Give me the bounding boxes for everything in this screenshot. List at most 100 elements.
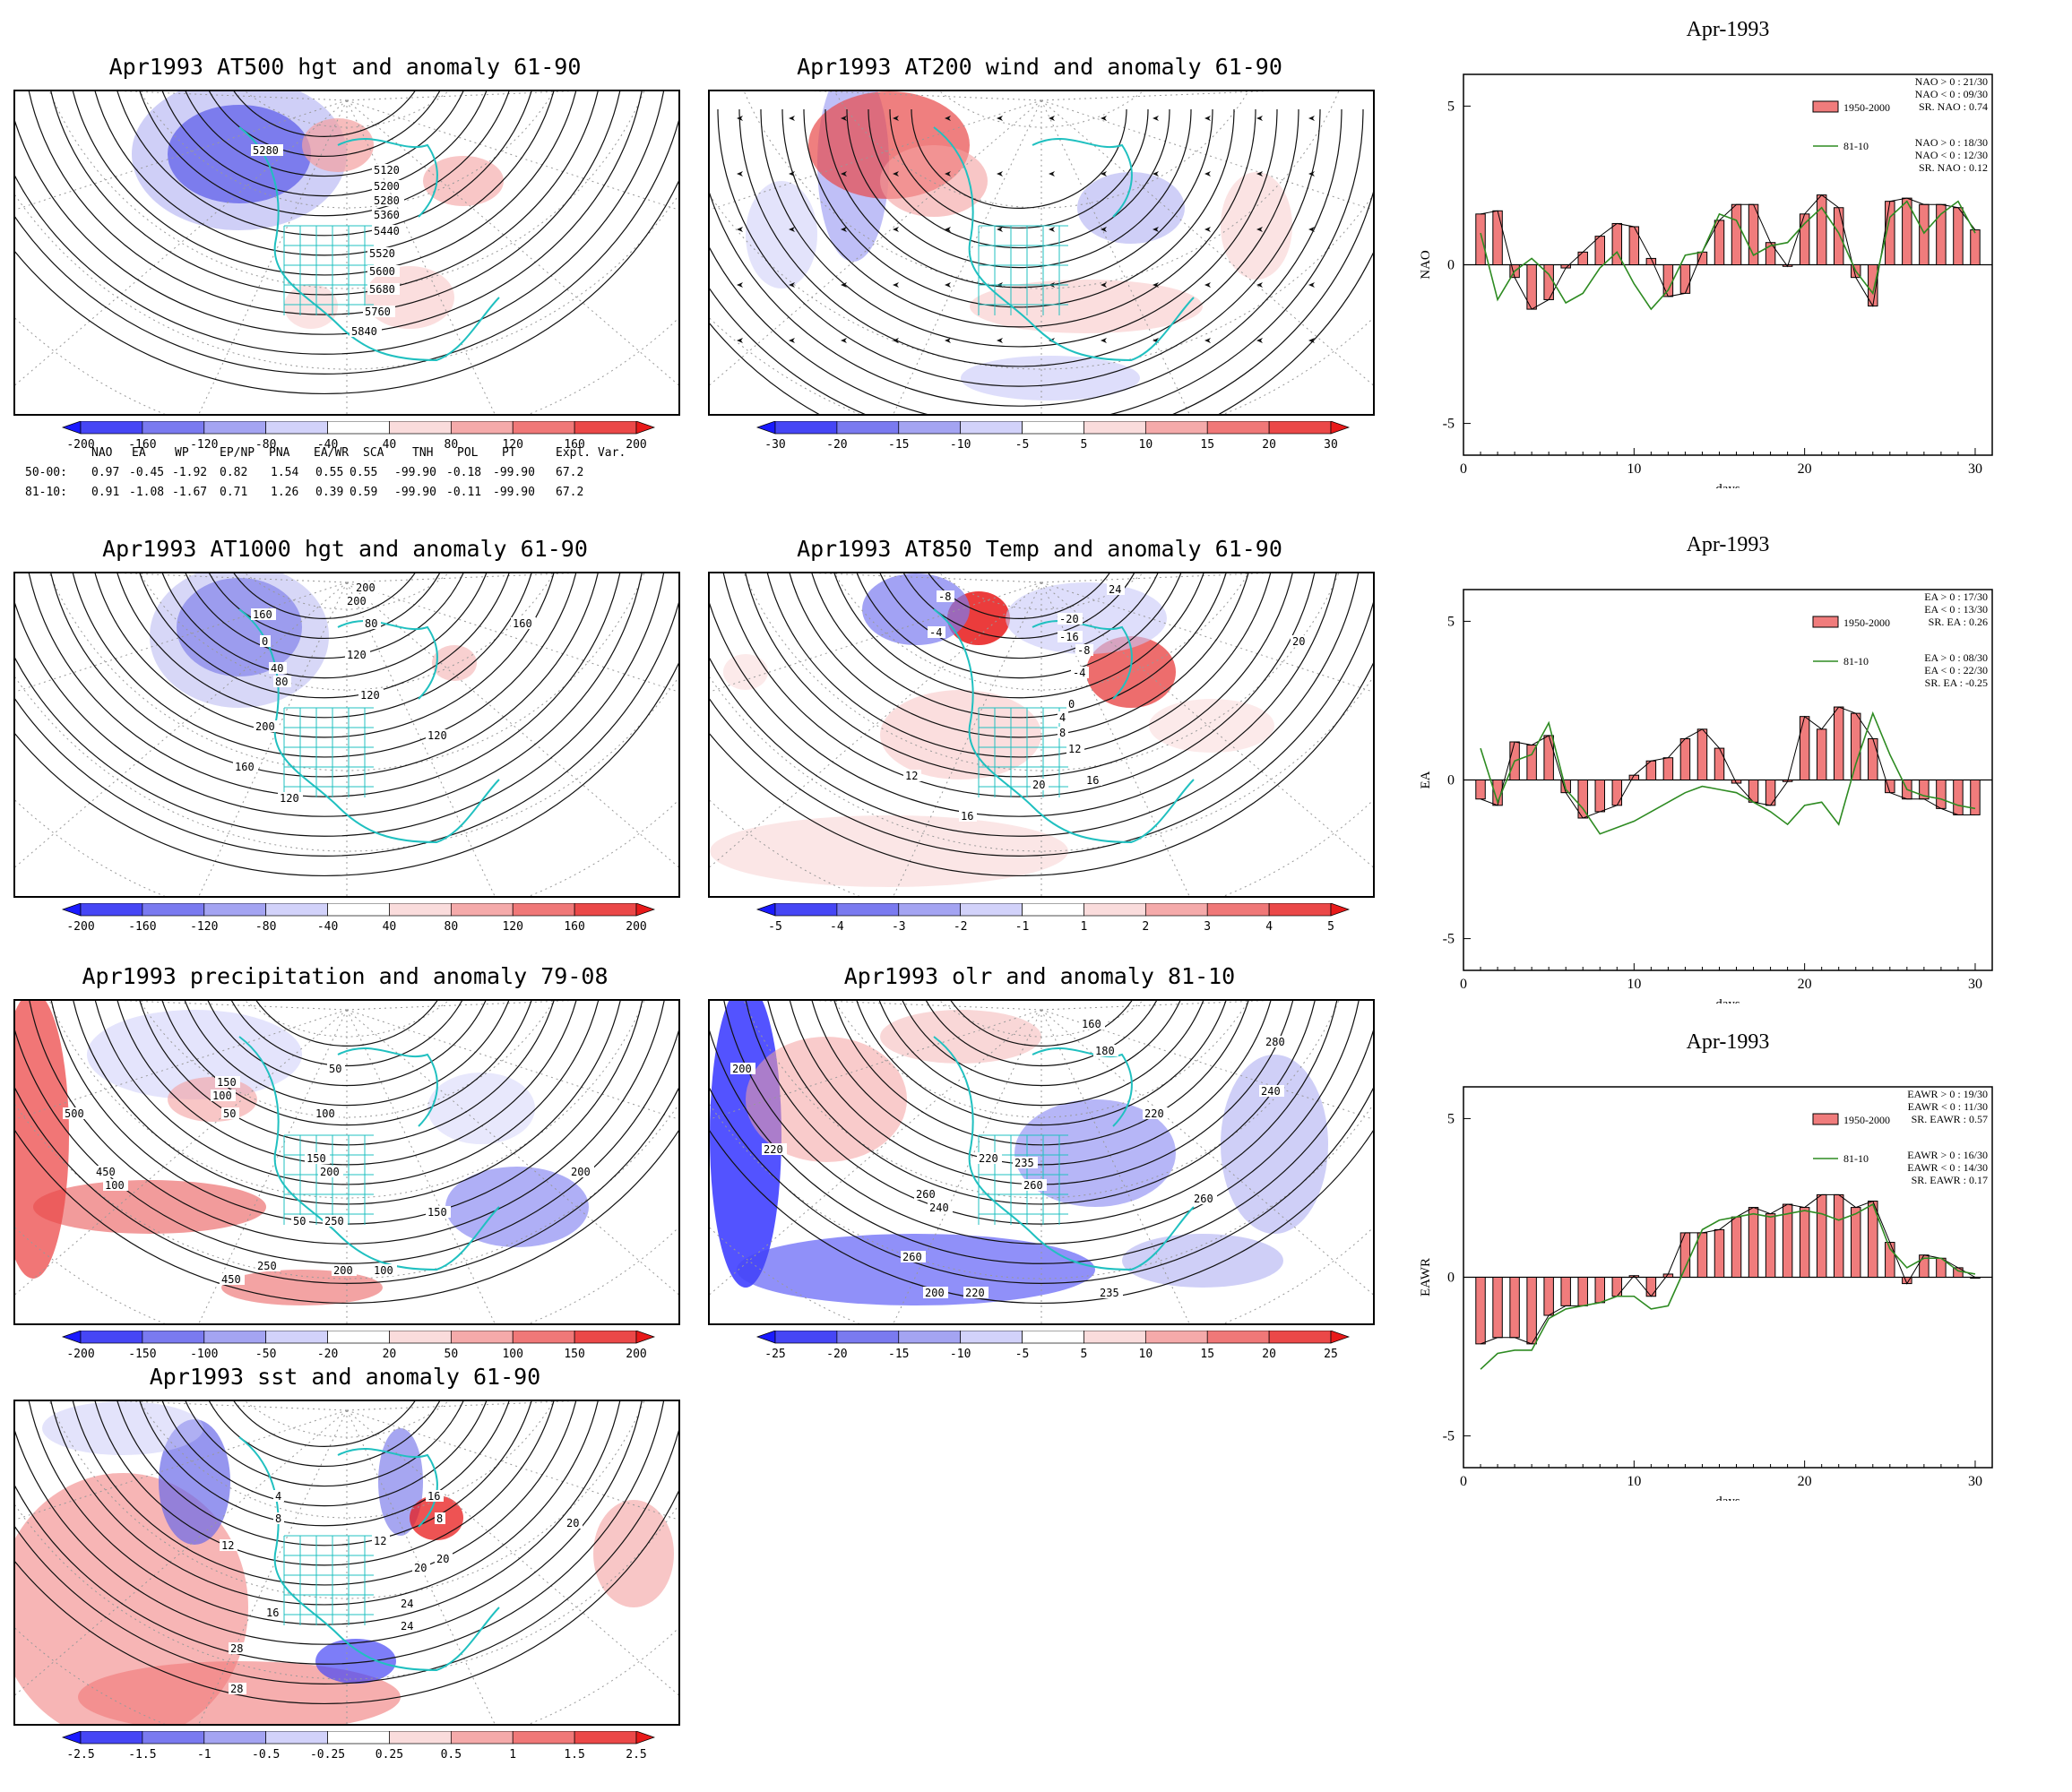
contour-label-bg xyxy=(1264,1036,1289,1047)
graticule-meridian xyxy=(813,573,1042,583)
series-line-1950-2000 xyxy=(1480,194,1976,310)
contour-label: 12 xyxy=(221,1539,234,1552)
anomaly-shading xyxy=(15,1401,674,1724)
x-tick-label: 0 xyxy=(1460,461,1467,477)
bar xyxy=(1816,728,1827,780)
graticule-meridian xyxy=(710,99,1042,211)
streamline-arrow xyxy=(789,282,795,288)
contour-label-bg xyxy=(273,1512,284,1524)
contour-line xyxy=(745,573,1293,778)
streamline-arrow xyxy=(945,282,951,288)
map-panel-z500: 5280 5120 5200 5280 5360 5440 5520 5600 5680 5760… xyxy=(13,90,680,416)
contour-label: 240 xyxy=(1261,1085,1281,1098)
anomaly-blob xyxy=(1077,172,1185,244)
colorbar-segment xyxy=(1144,1330,1208,1344)
contour-label-bg xyxy=(220,1539,237,1551)
colorbar-tick: 0.5 xyxy=(441,1748,462,1762)
legend-bar-swatch xyxy=(1812,1113,1839,1125)
colorbar-tick: 5 xyxy=(1081,1348,1088,1361)
bar xyxy=(1679,1232,1691,1279)
colorbar-tick: -0.25 xyxy=(310,1748,345,1762)
contour-label-bg xyxy=(327,1063,345,1074)
colorbar-segment xyxy=(80,1330,143,1344)
anomaly-blob xyxy=(159,1419,230,1545)
colorbar-arrow-right xyxy=(1330,1330,1351,1344)
contour-label: 280 xyxy=(1265,1036,1285,1048)
contour-label-bg xyxy=(435,1512,445,1524)
contour-line xyxy=(15,573,665,837)
bar xyxy=(1696,728,1708,780)
streamline-arrow xyxy=(841,116,847,121)
contour-label-bg xyxy=(1259,1085,1284,1097)
legend-stat: SR. EA : 0.26 xyxy=(1929,616,1988,628)
colorbar-tick: -10 xyxy=(950,438,971,452)
contour-label: 260 xyxy=(902,1251,922,1263)
contour-label-bg xyxy=(372,209,404,220)
contour-line xyxy=(117,1401,532,1546)
x-tick-label: 30 xyxy=(1968,977,1982,992)
bar xyxy=(1526,1277,1537,1345)
table-header: EA/WR xyxy=(314,446,350,460)
colorbar-segment xyxy=(512,1330,575,1344)
contour-line xyxy=(760,108,1278,348)
legend-stat: NAO > 0 : 21/30 xyxy=(1915,75,1988,88)
contour-label-bg xyxy=(959,810,977,822)
y-tick-label: -5 xyxy=(1443,1429,1455,1444)
anomaly-blob xyxy=(150,573,329,708)
colorbar-segment xyxy=(203,902,267,917)
colorbar-tick: 5 xyxy=(1081,438,1088,452)
contour-label: 160 xyxy=(1082,1018,1101,1030)
contour-label: 16 xyxy=(961,810,973,823)
contour-label-bg xyxy=(435,1553,453,1564)
contour-line xyxy=(811,1001,1272,1166)
x-tick-label: 10 xyxy=(1627,461,1641,477)
contour-label: 20 xyxy=(436,1553,449,1565)
colorbar-tick: 5 xyxy=(1327,920,1334,934)
streamline-arrow xyxy=(997,227,1003,232)
anomaly-blob xyxy=(445,1167,589,1247)
y-axis-label: EA xyxy=(1419,771,1433,788)
map-panel-olr: 200 220 260 240 220 235 260 240 200 220 235 260 280 1… xyxy=(708,999,1375,1325)
contour-label-bg xyxy=(291,1215,309,1227)
colorbar-tick: -1.5 xyxy=(128,1748,156,1762)
bar xyxy=(1475,213,1486,265)
colorbar-segment xyxy=(203,1330,267,1344)
colorbar-tick: -1 xyxy=(1015,920,1030,934)
series-line-1950-2000 xyxy=(1480,706,1975,819)
contour-label-bg xyxy=(1084,774,1102,786)
contour-label-bg xyxy=(1192,1193,1217,1204)
contour-label: 120 xyxy=(347,649,367,661)
contour-label: 8 xyxy=(275,1512,281,1525)
bar xyxy=(1970,780,1981,815)
contour-label: 250 xyxy=(257,1260,277,1272)
table-cell: -1.92 xyxy=(172,466,208,479)
streamline-arrow xyxy=(1308,338,1315,343)
colorbar-tick: -0.5 xyxy=(252,1748,280,1762)
legend-bar-swatch xyxy=(1812,616,1839,628)
map-panel-prcp: 500 450 100 150 100 50 100 50 150 200 250 450 250 200… xyxy=(13,999,680,1325)
colorbar-tick: 50 xyxy=(445,1348,459,1361)
colorbar-tick: 0.25 xyxy=(376,1748,403,1762)
contour-line xyxy=(208,91,441,158)
streamline-arrow xyxy=(841,227,847,232)
x-tick-label: 20 xyxy=(1798,1474,1812,1489)
contour-label: 5440 xyxy=(374,225,400,237)
contour-label-bg xyxy=(1075,644,1093,656)
colorbar-tick: -25 xyxy=(764,1348,785,1361)
contour-line xyxy=(185,573,464,659)
colorbar-tick: 150 xyxy=(564,1348,584,1361)
colorbar-segment xyxy=(1022,1330,1084,1344)
map-title: Apr1993 AT200 wind and anomaly 61-90 xyxy=(797,54,1282,80)
colorbar: -200 -150 -100 -50 -20 20 50 100 150 200 xyxy=(54,1330,663,1363)
contour-label: 4 xyxy=(1059,711,1066,724)
bar xyxy=(1526,745,1537,781)
colorbar-tick: 200 xyxy=(626,438,646,452)
streamline-arrow xyxy=(1256,338,1263,343)
graticule-meridian xyxy=(346,99,678,211)
graticule-meridian xyxy=(346,1009,678,1120)
contour-label: 50 xyxy=(329,1063,341,1075)
contour-label-bg xyxy=(332,1264,357,1276)
bar xyxy=(1577,1277,1588,1306)
table-header: SCA xyxy=(363,446,384,460)
contour-label-bg xyxy=(278,792,303,804)
